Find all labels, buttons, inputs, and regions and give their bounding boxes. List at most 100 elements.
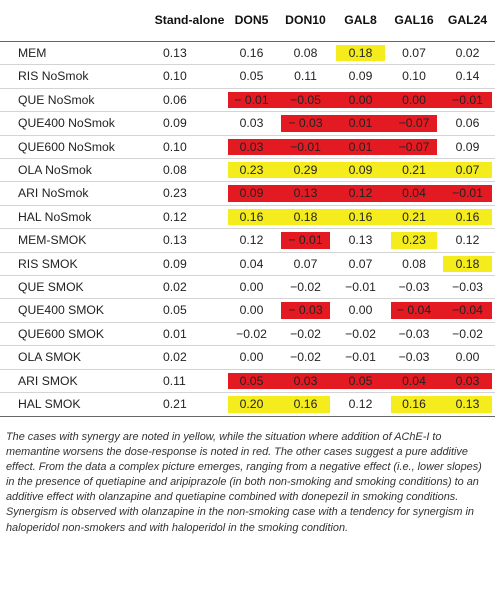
value-cell: 0.03 bbox=[225, 135, 278, 158]
cell-value: −0.03 bbox=[452, 280, 483, 295]
standalone-cell: 0.01 bbox=[154, 322, 225, 345]
cell-value: 0.13 bbox=[455, 397, 480, 412]
value-cell: −0.02 bbox=[440, 322, 495, 345]
table-row: MEM-SMOK 0.13 0.12 − 0.01 0.13 0.23 0.12 bbox=[0, 229, 495, 253]
value-cell: 0.20 bbox=[225, 393, 278, 416]
row-label: QUE SMOK bbox=[18, 280, 84, 295]
value-cell: 0.11 bbox=[278, 65, 333, 88]
column-header: GAL16 bbox=[394, 13, 434, 27]
cell-value: −0.02 bbox=[290, 280, 321, 295]
worsening-highlight bbox=[333, 185, 388, 202]
worsening-highlight bbox=[228, 372, 278, 390]
worsening-highlight bbox=[440, 185, 492, 202]
synergy-highlight bbox=[440, 396, 492, 413]
cell-value: −0.05 bbox=[290, 92, 321, 107]
standalone-cell: 0.05 bbox=[154, 299, 225, 322]
cell-value: 0.03 bbox=[239, 116, 264, 131]
table-row: RIS NoSmok 0.10 0.05 0.11 0.09 0.10 0.14 bbox=[0, 65, 495, 89]
value-cell: 0.12 bbox=[440, 229, 495, 252]
row-label: OLA NoSmok bbox=[18, 163, 92, 178]
synergy-highlight bbox=[443, 255, 492, 273]
value-cell: 0.06 bbox=[440, 112, 495, 135]
table-row: ARI NoSmok 0.23 0.09 0.13 0.12 0.04 −0.01 bbox=[0, 182, 495, 206]
cell-value: −0.07 bbox=[398, 139, 430, 154]
worsening-highlight bbox=[333, 115, 388, 132]
value-cell: 0.00 bbox=[440, 346, 495, 369]
cell-value: 0.10 bbox=[402, 69, 426, 84]
standalone-cell: 0.23 bbox=[154, 182, 225, 205]
cell-value: 0.06 bbox=[163, 92, 187, 107]
table-caption: The cases with synergy are noted in yell… bbox=[6, 431, 482, 534]
worsening-highlight bbox=[388, 91, 440, 109]
standalone-cell: 0.12 bbox=[154, 205, 225, 228]
cell-value: −0.01 bbox=[452, 92, 483, 107]
cell-value: 0.08 bbox=[293, 46, 318, 60]
value-cell: 0.16 bbox=[278, 393, 333, 416]
value-cell: −0.01 bbox=[333, 276, 388, 299]
row-label: HAL NoSmok bbox=[18, 209, 92, 224]
worsening-highlight bbox=[333, 138, 388, 156]
row-label: QUE NoSmok bbox=[18, 92, 95, 107]
row-label: ARI SMOK bbox=[18, 373, 78, 388]
cell-value: 0.21 bbox=[163, 397, 187, 412]
value-cell: 0.00 bbox=[388, 88, 440, 111]
value-cell: 0.04 bbox=[225, 252, 278, 275]
value-cell: 0.07 bbox=[440, 159, 495, 182]
worsening-highlight bbox=[388, 185, 440, 202]
cell-value: 0.16 bbox=[293, 397, 318, 412]
cell-value: 0.10 bbox=[163, 69, 187, 84]
cell-value: −0.01 bbox=[345, 350, 376, 365]
value-cell: −0.03 bbox=[388, 276, 440, 299]
synergy-highlight bbox=[333, 162, 388, 179]
value-cell: 0.03 bbox=[278, 369, 333, 392]
cell-value: 0.09 bbox=[163, 116, 187, 131]
value-cell: −0.02 bbox=[278, 346, 333, 369]
worsening-highlight bbox=[278, 185, 333, 202]
cell-value: 0.07 bbox=[455, 163, 480, 178]
cell-value: 0.13 bbox=[293, 186, 318, 201]
value-cell: 0.23 bbox=[225, 159, 278, 182]
cell-value: 0.16 bbox=[455, 209, 480, 224]
column-header: GAL24 bbox=[447, 13, 488, 27]
cell-value: 0.12 bbox=[348, 397, 373, 412]
cell-value: 0.05 bbox=[239, 373, 264, 388]
value-cell: 0.23 bbox=[388, 229, 440, 252]
column-header: DON5 bbox=[234, 13, 269, 27]
cell-value: −0.03 bbox=[398, 326, 430, 341]
cell-value: −0.02 bbox=[345, 326, 376, 341]
value-cell: 0.13 bbox=[278, 182, 333, 205]
synergy-highlight bbox=[278, 208, 333, 226]
cell-value: 0.05 bbox=[348, 373, 373, 388]
value-cell: 0.08 bbox=[278, 42, 333, 65]
worsening-highlight bbox=[278, 372, 333, 390]
value-cell: − 0.01 bbox=[225, 88, 278, 111]
row-label: QUE400 SMOK bbox=[18, 303, 105, 318]
cell-value: −0.02 bbox=[452, 326, 483, 341]
cell-value: 0.01 bbox=[348, 139, 373, 154]
value-cell: −0.02 bbox=[278, 322, 333, 345]
synergy-highlight bbox=[333, 208, 388, 226]
row-label: OLA SMOK bbox=[18, 350, 81, 365]
cell-value: − 0.04 bbox=[396, 303, 432, 318]
value-cell: 0.18 bbox=[278, 205, 333, 228]
results-table: Stand-alone DON5 DON10 GAL8 GAL16 GAL24 … bbox=[0, 0, 495, 416]
row-label: ARI NoSmok bbox=[18, 186, 89, 201]
standalone-cell: 0.10 bbox=[154, 65, 225, 88]
synergy-highlight bbox=[228, 396, 278, 413]
standalone-cell: 0.09 bbox=[154, 252, 225, 275]
value-cell: −0.02 bbox=[278, 276, 333, 299]
synergy-highlight bbox=[228, 208, 278, 226]
header-row: Stand-alone DON5 DON10 GAL8 GAL16 GAL24 bbox=[0, 0, 495, 42]
value-cell: 0.09 bbox=[333, 65, 388, 88]
cell-value: −0.01 bbox=[452, 186, 483, 201]
synergy-highlight bbox=[278, 396, 330, 413]
table-row: QUE400 NoSmok 0.09 0.03 − 0.03 0.01 −0.07 0.06 bbox=[0, 112, 495, 136]
standalone-cell: 0.13 bbox=[154, 42, 225, 65]
cell-value: 0.12 bbox=[163, 209, 187, 224]
cell-value: 0.18 bbox=[348, 46, 373, 60]
synergy-highlight bbox=[388, 162, 440, 179]
value-cell: 0.04 bbox=[388, 369, 440, 392]
value-cell: − 0.01 bbox=[278, 229, 333, 252]
cell-value: 0.21 bbox=[402, 209, 426, 224]
value-cell: −0.01 bbox=[440, 182, 495, 205]
